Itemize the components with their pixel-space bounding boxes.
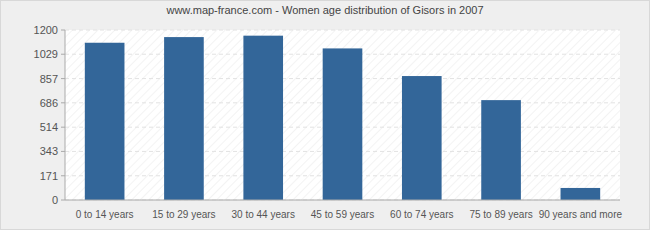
y-tick-label: 343 <box>40 145 58 157</box>
bar <box>481 100 521 200</box>
y-tick <box>61 175 65 176</box>
bar <box>323 48 363 200</box>
y-tick <box>61 54 65 55</box>
bar <box>561 188 601 200</box>
y-tick <box>61 127 65 128</box>
y-tick <box>61 200 65 201</box>
plot-area <box>65 30 620 200</box>
y-tick-label: 1200 <box>34 24 58 36</box>
y-tick <box>61 151 65 152</box>
x-tick-label: 0 to 14 years <box>76 209 134 220</box>
x-tick-label: 45 to 59 years <box>311 209 374 220</box>
y-tick-label: 514 <box>40 121 58 133</box>
x-tick-label: 60 to 74 years <box>390 209 453 220</box>
bars <box>85 36 600 200</box>
y-tick-label: 0 <box>52 194 58 206</box>
bar <box>402 76 442 200</box>
x-tick-label: 90 years and more <box>539 209 623 220</box>
title: www.map-france.com - Women age distribut… <box>165 4 483 16</box>
y-tick <box>61 30 65 31</box>
grid-line <box>65 200 620 201</box>
bar <box>85 43 125 200</box>
y-axis <box>65 30 66 200</box>
bar <box>164 37 204 200</box>
y-tick-label: 1029 <box>34 48 58 60</box>
y-tick <box>61 78 65 79</box>
y-tick <box>61 102 65 103</box>
x-tick-label: 30 to 44 years <box>232 209 295 220</box>
bar <box>243 36 283 200</box>
grid-line <box>65 30 620 31</box>
y-tick-label: 857 <box>40 73 58 85</box>
chart: www.map-france.com - Women age distribut… <box>0 0 650 230</box>
x-axis <box>65 200 620 201</box>
y-tick-label: 686 <box>40 97 58 109</box>
x-tick-label: 15 to 29 years <box>152 209 215 220</box>
background <box>1 1 650 230</box>
x-tick-label: 75 to 89 years <box>469 209 532 220</box>
y-tick-label: 171 <box>40 170 58 182</box>
